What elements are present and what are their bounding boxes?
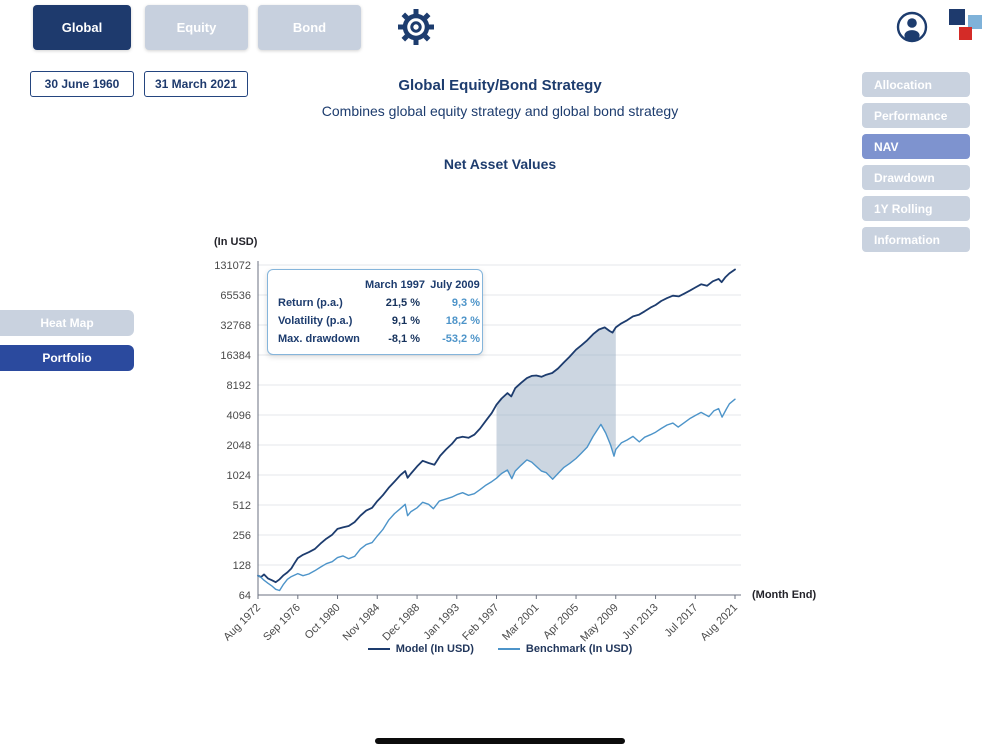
- period-stats-tooltip: March 1997 July 2009 Return (p.a.) 21,5 …: [267, 269, 483, 355]
- svg-text:Feb 1997: Feb 1997: [460, 602, 501, 643]
- x-axis-label: (Month End): [752, 589, 817, 601]
- svg-text:Nov 1984: Nov 1984: [341, 602, 383, 644]
- page-subtitle: Combines global equity strategy and glob…: [321, 103, 679, 119]
- svg-text:Jan 1993: Jan 1993: [421, 602, 461, 642]
- svg-text:Jun 2013: Jun 2013: [620, 602, 660, 642]
- tooltip-column-2-header: July 2009: [430, 279, 480, 291]
- tooltip-row-drawdown-label: Max. drawdown: [278, 333, 360, 345]
- tooltip-drawdown-value-2: -53,2 %: [442, 333, 480, 345]
- sidebar-item-performance[interactable]: Performance: [862, 103, 970, 128]
- chart-title: Net Asset Values: [443, 156, 557, 172]
- tooltip-row-return-label: Return (p.a.): [278, 297, 343, 309]
- page-title: Global Equity/Bond Strategy: [398, 77, 602, 94]
- person-icon: [896, 11, 928, 46]
- legend-model-label: Model (In USD): [395, 643, 474, 655]
- sidebar-item-drawdown[interactable]: Drawdown: [862, 165, 970, 190]
- sidebar-item-allocation[interactable]: Allocation: [862, 72, 970, 97]
- tab-bond[interactable]: Bond: [258, 5, 361, 50]
- brand-logo-icon: [947, 7, 989, 47]
- heat-map-button[interactable]: Heat Map: [0, 310, 134, 336]
- svg-text:65536: 65536: [220, 290, 251, 302]
- svg-text:4096: 4096: [227, 410, 251, 422]
- tooltip-volatility-value-2: 18,2 %: [445, 315, 480, 327]
- legend-item-model: Model (In USD): [367, 643, 474, 655]
- svg-text:Oct 1980: Oct 1980: [303, 602, 343, 642]
- tooltip-return-value-1: 21,5 %: [385, 297, 420, 309]
- legend-benchmark-label: Benchmark (In USD): [525, 643, 633, 655]
- svg-text:1024: 1024: [227, 470, 251, 482]
- svg-text:Aug 1972: Aug 1972: [221, 602, 263, 644]
- svg-text:512: 512: [233, 500, 251, 512]
- svg-text:256: 256: [233, 530, 251, 542]
- tooltip-volatility-value-1: 9,1 %: [391, 315, 420, 327]
- svg-text:128: 128: [233, 560, 251, 572]
- svg-text:64: 64: [239, 590, 251, 602]
- tooltip-row-volatility-label: Volatility (p.a.): [278, 315, 353, 327]
- sidebar-item-information[interactable]: Information: [862, 227, 970, 252]
- svg-text:Mar 2001: Mar 2001: [500, 602, 541, 643]
- svg-text:Sep 1976: Sep 1976: [261, 602, 303, 644]
- tooltip-drawdown-value-1: -8,1 %: [388, 333, 420, 345]
- start-date-button[interactable]: 30 June 1960: [30, 71, 134, 97]
- svg-text:May 2009: May 2009: [578, 602, 621, 645]
- sidebar-item-nav[interactable]: NAV: [862, 134, 970, 159]
- benchmark-line-swatch: [497, 648, 520, 650]
- nav-chart[interactable]: 64 128 256 512 1024 2048 4096 8192 16384 32768 655…: [200, 230, 820, 670]
- tab-global[interactable]: Global: [33, 5, 131, 50]
- tooltip-return-value-2: 9,3 %: [451, 297, 480, 309]
- svg-text:2048: 2048: [227, 440, 251, 452]
- home-indicator[interactable]: [375, 738, 625, 744]
- svg-text:Jul 2017: Jul 2017: [663, 602, 701, 640]
- gear-icon: [396, 9, 436, 50]
- svg-text:Dec 1988: Dec 1988: [380, 602, 422, 644]
- svg-text:131072: 131072: [214, 260, 251, 272]
- chart-legend: Model (In USD) Benchmark (In USD): [260, 643, 740, 655]
- svg-text:Aug 2021: Aug 2021: [698, 602, 740, 644]
- portfolio-button[interactable]: Portfolio: [0, 345, 134, 371]
- svg-text:Apr 2005: Apr 2005: [541, 602, 581, 642]
- svg-text:16384: 16384: [220, 350, 251, 362]
- legend-item-benchmark: Benchmark (In USD): [497, 643, 633, 655]
- profile-button[interactable]: [896, 11, 928, 43]
- tab-equity[interactable]: Equity: [145, 5, 248, 50]
- end-date-button[interactable]: 31 March 2021: [144, 71, 248, 97]
- svg-text:32768: 32768: [220, 320, 251, 332]
- y-axis-unit-label: (In USD): [214, 236, 258, 248]
- model-line-swatch: [367, 648, 390, 650]
- settings-button[interactable]: [396, 7, 436, 47]
- svg-text:8192: 8192: [227, 380, 251, 392]
- tooltip-column-1-header: March 1997: [365, 279, 425, 291]
- sidebar-item-1y-rolling[interactable]: 1Y Rolling: [862, 196, 970, 221]
